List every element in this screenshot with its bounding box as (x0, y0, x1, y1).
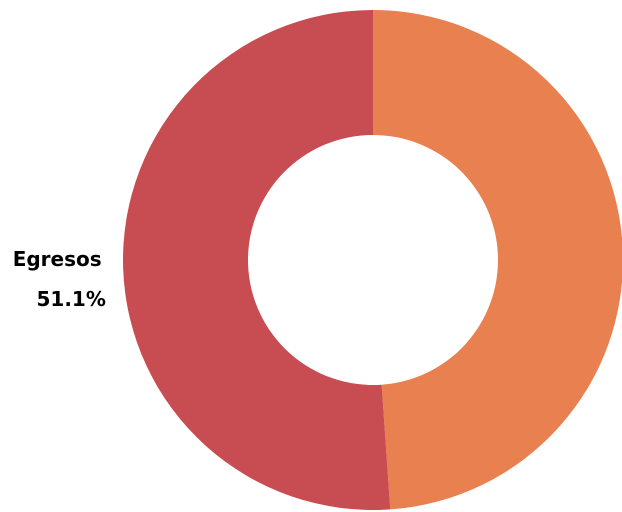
slice-value: 51.1% (36, 287, 105, 311)
slice (373, 10, 622, 510)
slice (123, 10, 391, 510)
slice-label: Egresos (13, 247, 102, 271)
